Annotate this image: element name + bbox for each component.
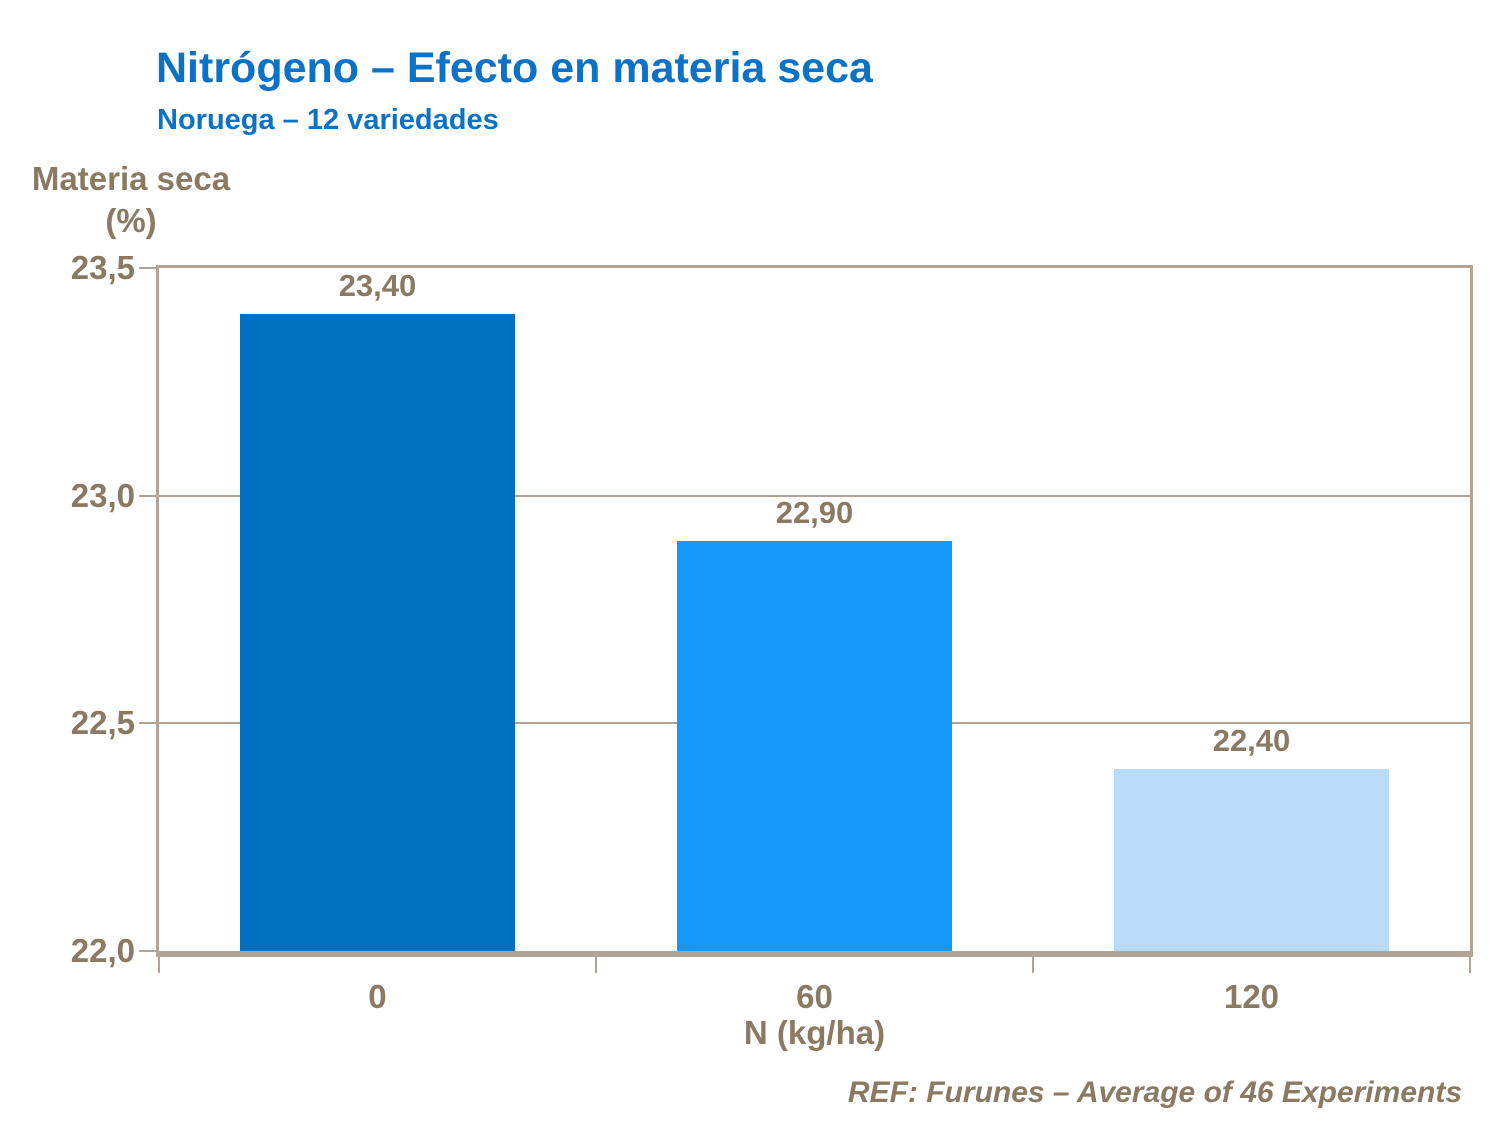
x-tick-mark xyxy=(594,957,597,973)
x-tick-mark xyxy=(1031,957,1034,973)
chart-subtitle: Noruega – 12 variedades xyxy=(157,104,499,136)
y-tick-mark xyxy=(139,494,156,497)
y-axis-title-line2: (%) xyxy=(105,202,157,239)
gridline xyxy=(159,494,1470,497)
y-tick-label: 23,5 xyxy=(70,249,135,286)
bar-value-label: 23,40 xyxy=(338,267,417,303)
y-tick-mark xyxy=(139,722,156,725)
bar xyxy=(239,313,516,951)
y-tick-label: 22,5 xyxy=(70,704,135,742)
y-tick-label: 22,0 xyxy=(70,932,135,969)
x-tick-label: 0 xyxy=(368,978,387,1015)
x-tick-label: 120 xyxy=(1223,978,1280,1015)
bar-value-label: 22,90 xyxy=(775,495,854,531)
y-tick-label: 23,0 xyxy=(70,476,135,514)
x-axis-title: N (kg/ha) xyxy=(743,1014,886,1051)
bar-value-label: 22,40 xyxy=(1212,722,1291,758)
bar xyxy=(676,541,953,951)
plot-area: N (kg/ha) 23,40 0 22,90 60 22,40 120 23,5 23,0 2… xyxy=(71,249,1473,1051)
chart-title: Nitrógeno – Efecto en materia seca xyxy=(156,44,873,92)
reference-note: REF: Furunes – Average of 46 Experiments xyxy=(847,1076,1462,1109)
y-tick-mark xyxy=(139,950,156,952)
y-axis-title-line1: Materia seca xyxy=(31,160,231,197)
x-tick-mark xyxy=(158,957,160,973)
bar xyxy=(1113,768,1390,951)
y-tick-mark xyxy=(139,267,156,269)
x-tick-mark xyxy=(1469,957,1471,973)
x-tick-label: 60 xyxy=(796,978,833,1015)
y-axis-title: Materia seca (%) xyxy=(4,158,258,242)
